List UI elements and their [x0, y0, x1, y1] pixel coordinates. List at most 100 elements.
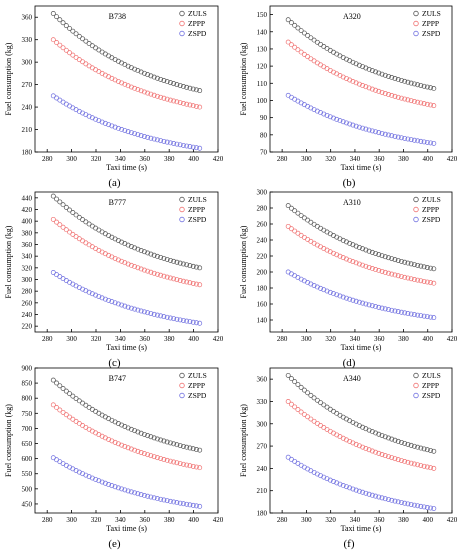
data-point: [415, 277, 421, 283]
data-point: [119, 486, 125, 492]
chart-panel-2: 280 300 320 340 360 380 400 420 220 240 260 280 300 3…: [4, 191, 224, 369]
legend-label: ZSPD: [422, 29, 441, 38]
y-tick-label: 110: [257, 80, 268, 88]
data-point: [421, 264, 427, 270]
data-point: [122, 444, 128, 449]
y-tick-label: 300: [257, 420, 268, 428]
x-tick-label: 380: [164, 155, 175, 163]
data-point: [411, 262, 417, 268]
data-point: [431, 103, 437, 109]
data-point: [386, 454, 391, 460]
data-point: [395, 76, 401, 82]
data-point: [343, 295, 349, 301]
data-point: [382, 72, 388, 78]
data-point: [331, 291, 336, 297]
data-point: [411, 277, 417, 282]
series-ZPPP: [50, 402, 203, 471]
aircraft-label: A320: [343, 12, 361, 21]
data-point: [67, 229, 73, 235]
data-point: [109, 299, 115, 305]
data-point: [96, 118, 102, 124]
legend-marker: [179, 382, 185, 389]
data-point: [356, 62, 362, 68]
data-point: [148, 269, 154, 275]
x-tick-label: 380: [164, 335, 175, 343]
y-tick-label: 600: [22, 455, 33, 463]
data-point: [158, 437, 164, 443]
data-point: [424, 314, 430, 320]
x-tick-label: 400: [422, 335, 433, 343]
x-tick-label: 280: [277, 516, 288, 524]
data-point: [353, 441, 359, 447]
data-point: [382, 131, 388, 137]
data-point: [161, 95, 167, 101]
data-point: [57, 222, 63, 228]
data-point: [363, 426, 369, 432]
data-point: [125, 129, 131, 135]
data-point: [382, 496, 388, 502]
data-point: [135, 448, 141, 454]
y-tick-label: 120: [257, 63, 268, 71]
data-point: [50, 37, 56, 43]
data-point: [353, 123, 359, 129]
data-point: [60, 202, 66, 208]
y-tick-label: 260: [257, 221, 268, 229]
data-point: [54, 219, 60, 225]
y-axis-label: Fuel consumption (kg): [4, 225, 13, 298]
data-point: [360, 246, 366, 252]
data-point: [398, 309, 404, 315]
data-point: [405, 275, 411, 281]
data-point: [70, 52, 76, 58]
legend-label: ZPPP: [188, 19, 205, 28]
data-point: [311, 283, 317, 288]
data-point: [343, 256, 349, 262]
data-point: [80, 36, 86, 42]
data-point: [145, 310, 151, 316]
data-point: [421, 446, 427, 452]
data-point: [295, 210, 301, 216]
legend-marker: [413, 216, 419, 223]
data-point: [174, 460, 180, 466]
series-ZULS: [285, 17, 437, 91]
x-tick-label: 320: [325, 516, 336, 524]
data-point: [386, 132, 391, 138]
data-point: [145, 493, 151, 499]
data-point: [60, 20, 66, 26]
data-point: [125, 83, 131, 89]
data-point: [102, 480, 108, 486]
data-point: [154, 75, 160, 81]
data-point: [418, 503, 424, 509]
data-point: [402, 458, 408, 464]
data-point: [285, 17, 291, 23]
data-point: [408, 261, 414, 267]
data-point: [138, 266, 144, 272]
data-point: [369, 448, 375, 454]
data-point: [76, 214, 82, 220]
data-point: [369, 303, 375, 309]
data-point: [187, 144, 193, 150]
data-point: [366, 427, 372, 433]
data-point: [327, 114, 333, 120]
x-tick-label: 280: [277, 155, 288, 163]
data-point: [395, 94, 401, 100]
data-point: [376, 450, 382, 456]
x-tick-label: 360: [140, 335, 151, 343]
data-point: [164, 256, 170, 262]
data-point: [408, 460, 414, 466]
legend-marker: [413, 382, 419, 389]
legend-marker: [179, 392, 185, 399]
data-point: [392, 437, 398, 443]
y-tick-label: 500: [22, 485, 33, 493]
data-point: [288, 401, 294, 407]
data-point: [334, 252, 340, 258]
data-point: [360, 64, 366, 70]
y-tick-label: 450: [22, 500, 33, 508]
data-point: [115, 125, 121, 131]
data-point: [187, 280, 193, 286]
data-point: [190, 86, 196, 92]
data-point: [382, 306, 388, 312]
data-point: [50, 93, 56, 99]
y-tick-label: 330: [22, 36, 33, 44]
data-point: [141, 267, 147, 273]
data-point: [99, 479, 105, 485]
